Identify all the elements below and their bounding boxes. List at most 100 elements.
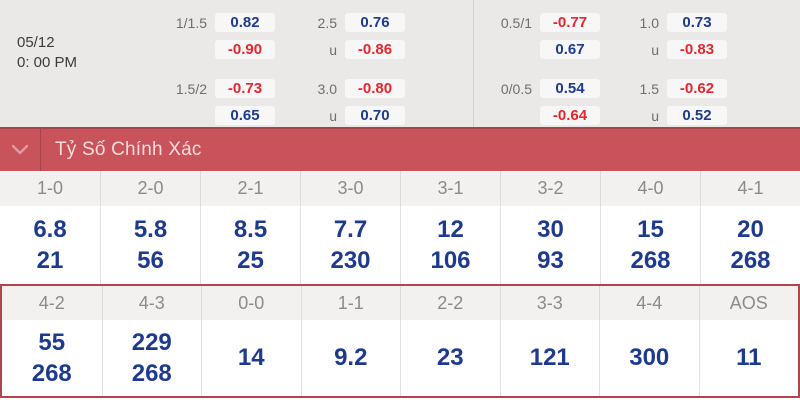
score-odd: 229 bbox=[131, 328, 172, 356]
score-odds-cell[interactable]: 55 268 bbox=[2, 320, 102, 396]
score-odd: 23 bbox=[436, 344, 464, 371]
odds-line-label: 0/0.5 bbox=[500, 80, 532, 97]
odds-value: 0.54 bbox=[555, 80, 585, 97]
odds-value: -0.83 bbox=[679, 41, 715, 58]
odds-value: 0.65 bbox=[230, 107, 260, 124]
score-odd: 11 bbox=[736, 344, 762, 371]
odds-value-pill[interactable]: 0.65 bbox=[215, 106, 275, 125]
odds-value: 0.82 bbox=[230, 14, 260, 31]
score-values-row: 55 268 229 268 14 9.2 23 121 300 11 bbox=[2, 320, 798, 396]
score-grid-bottom: 4-2 4-3 0-0 1-1 2-2 3-3 4-4 AOS 55 268 22… bbox=[0, 284, 800, 398]
odds-line-label: u bbox=[651, 41, 659, 58]
odds-value-pill[interactable]: -0.86 bbox=[345, 40, 405, 59]
score-header: 3-1 bbox=[400, 171, 500, 206]
odds-line-label: 1/1.5 bbox=[175, 14, 207, 31]
odds-line-label: 1.5/2 bbox=[175, 80, 207, 97]
score-header: 4-0 bbox=[600, 171, 700, 206]
odds-value-pill[interactable]: -0.80 bbox=[345, 79, 405, 98]
odds-value: -0.90 bbox=[227, 41, 263, 58]
score-odd: 21 bbox=[36, 246, 64, 274]
score-odd: 121 bbox=[529, 344, 570, 371]
score-header: 0-0 bbox=[201, 286, 301, 320]
odds-value-pill[interactable]: 0.73 bbox=[667, 13, 727, 32]
score-header: 1-1 bbox=[300, 286, 401, 320]
score-odd: 14 bbox=[237, 344, 265, 371]
score-header: 4-4 bbox=[599, 286, 699, 320]
score-header: 2-2 bbox=[400, 286, 500, 320]
score-header: 1-0 bbox=[36, 178, 63, 198]
score-odd: 268 bbox=[730, 246, 771, 274]
score-odd: 12 bbox=[437, 215, 464, 243]
score-header: 3-2 bbox=[500, 171, 600, 206]
score-odds-cell[interactable]: 7.7 230 bbox=[300, 206, 400, 284]
odds-value-pill[interactable]: -0.62 bbox=[667, 79, 727, 98]
score-odds-cell[interactable]: 30 93 bbox=[500, 206, 600, 284]
score-odds-cell[interactable]: 8.5 25 bbox=[200, 206, 300, 284]
match-datetime: 05/12 0: 00 PM bbox=[0, 0, 165, 127]
odds-line-label: u bbox=[651, 107, 659, 124]
odds-line-label: 1.5 bbox=[639, 80, 659, 97]
odds-value-pill[interactable]: 0.67 bbox=[540, 40, 600, 59]
score-odds-cell[interactable]: 5.8 56 bbox=[100, 206, 200, 284]
odds-line-label: 0.5/1 bbox=[500, 14, 532, 31]
odds-value: 0.70 bbox=[360, 107, 390, 124]
odds-value-pill[interactable]: -0.90 bbox=[215, 40, 275, 59]
score-odds-cell[interactable]: 11 bbox=[698, 320, 799, 396]
section-header-bar[interactable]: Tỷ Số Chính Xác bbox=[0, 127, 800, 171]
odds-line-label: 3.0 bbox=[317, 80, 337, 97]
score-odds-cell[interactable]: 9.2 bbox=[300, 320, 401, 396]
score-grid-top: 1-0 2-0 2-1 3-0 3-1 3-2 4-0 4-1 6.8 21 5.… bbox=[0, 171, 800, 284]
score-odd: 300 bbox=[629, 344, 670, 371]
score-odds-cell[interactable]: 20 268 bbox=[700, 206, 800, 284]
odds-value: 0.76 bbox=[360, 14, 390, 31]
score-header: 2-0 bbox=[100, 171, 200, 206]
score-odds-cell[interactable]: 14 bbox=[201, 320, 301, 396]
score-odds-cell[interactable]: 15 268 bbox=[600, 206, 700, 284]
odds-value: 0.73 bbox=[682, 14, 712, 31]
odds-value: -0.80 bbox=[357, 80, 393, 97]
odds-value-pill[interactable]: -0.64 bbox=[540, 106, 600, 125]
odds-value-pill[interactable]: 0.54 bbox=[540, 79, 600, 98]
odds-panel: 05/12 0: 00 PM 1/1.5 0.82 -0.90 1.5/2 -0.7… bbox=[0, 0, 800, 127]
score-header: 4-1 bbox=[700, 171, 800, 206]
match-date: 05/12 bbox=[17, 34, 55, 51]
score-odds-cell[interactable]: 23 bbox=[400, 320, 500, 396]
odds-line-label: 2.5 bbox=[317, 14, 337, 31]
odds-value-pill[interactable]: -0.73 bbox=[215, 79, 275, 98]
score-header: 2-1 bbox=[200, 171, 300, 206]
odds-value-pill[interactable]: 0.76 bbox=[345, 13, 405, 32]
score-odd: 5.8 bbox=[133, 215, 168, 243]
odds-value-pill[interactable]: 0.52 bbox=[667, 106, 727, 125]
odds-group-handicap-left: 1/1.5 0.82 -0.90 1.5/2 -0.73 0.65 bbox=[165, 0, 275, 127]
score-odd: 30 bbox=[537, 215, 564, 243]
score-odds-cell[interactable]: 229 268 bbox=[101, 320, 202, 396]
score-odd: 15 bbox=[637, 215, 664, 243]
odds-group-total-right: 1.0 0.73 u -0.83 1.5 -0.62 u 0.52 bbox=[617, 0, 727, 127]
odds-value: 0.52 bbox=[682, 107, 712, 124]
score-odd: 25 bbox=[237, 246, 264, 274]
odds-value: -0.73 bbox=[227, 80, 263, 97]
odds-value-pill[interactable]: -0.77 bbox=[540, 13, 600, 32]
score-header-row: 1-0 2-0 2-1 3-0 3-1 3-2 4-0 4-1 bbox=[0, 171, 800, 206]
odds-group-total-left: 2.5 0.76 u -0.86 3.0 -0.80 u 0.70 bbox=[295, 0, 405, 127]
score-header: 3-3 bbox=[499, 286, 600, 320]
odds-value-pill[interactable]: 0.82 bbox=[215, 13, 275, 32]
score-odd: 9.2 bbox=[334, 344, 368, 371]
score-odds-cell[interactable]: 121 bbox=[499, 320, 600, 396]
section-title: Tỷ Số Chính Xác bbox=[55, 139, 202, 160]
odds-value-pill[interactable]: -0.83 bbox=[667, 40, 727, 59]
score-odd: 56 bbox=[137, 246, 164, 274]
score-header: AOS bbox=[698, 286, 799, 320]
score-odd: 106 bbox=[430, 246, 471, 274]
score-odds-cell[interactable]: 300 bbox=[599, 320, 699, 396]
score-header: 4-2 bbox=[38, 292, 65, 313]
score-odds-cell[interactable]: 12 106 bbox=[400, 206, 500, 284]
header-divider bbox=[40, 129, 41, 171]
odds-value-pill[interactable]: 0.70 bbox=[345, 106, 405, 125]
odds-value: -0.64 bbox=[552, 107, 588, 124]
match-time: 0: 00 PM bbox=[17, 54, 78, 71]
score-odds-cell[interactable]: 6.8 21 bbox=[0, 206, 100, 284]
score-odd: 268 bbox=[630, 246, 671, 274]
score-values-row: 6.8 21 5.8 56 8.5 25 7.7 230 12 106 30 93 15 26… bbox=[0, 206, 800, 284]
chevron-down-icon[interactable] bbox=[0, 129, 40, 171]
